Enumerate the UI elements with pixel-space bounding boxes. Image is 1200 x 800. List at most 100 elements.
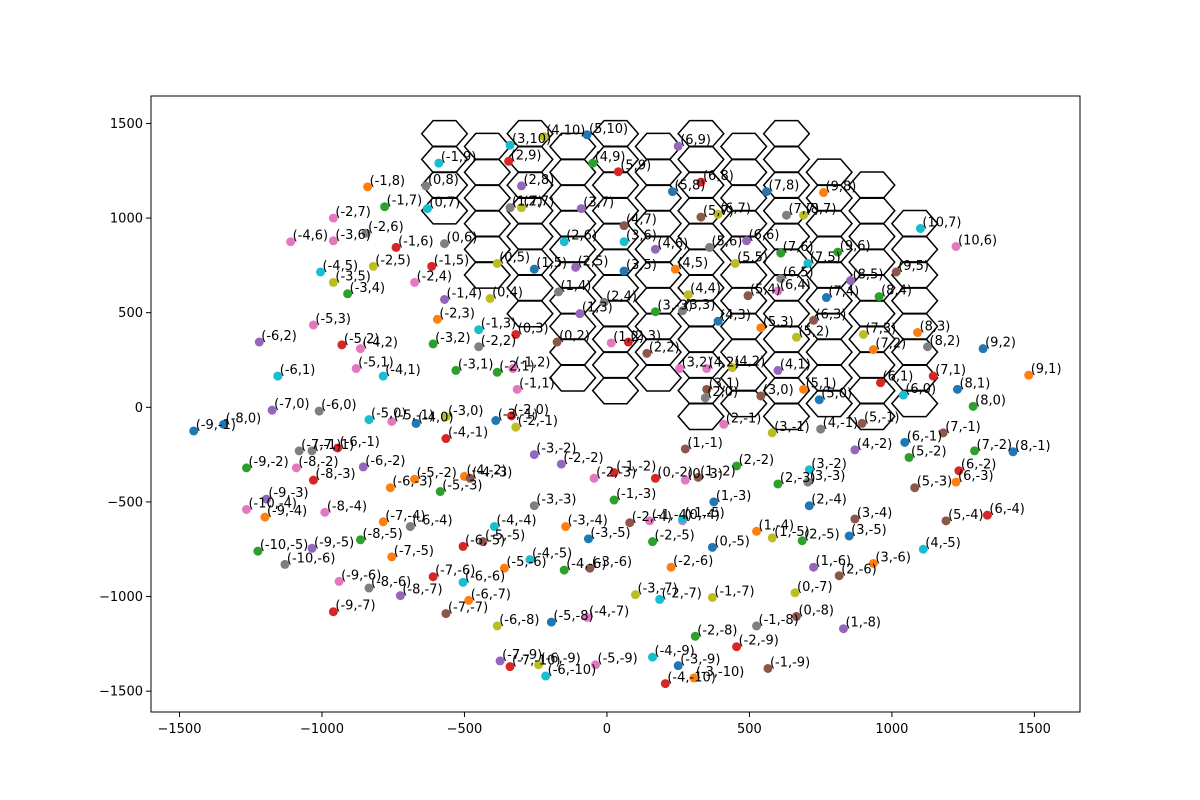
- point-label: (7,2): [875, 337, 906, 352]
- point-label: (2,7): [523, 195, 554, 210]
- data-point: [556, 459, 566, 469]
- data-point: [918, 544, 928, 554]
- data-point: [254, 337, 264, 347]
- point-label: (-4,5): [323, 259, 359, 274]
- data-point: [773, 479, 783, 489]
- point-label: (-2,-3): [596, 465, 636, 480]
- point-label: (-4,-9): [655, 644, 695, 659]
- data-point: [499, 563, 509, 573]
- point-label: (-7,-9): [502, 648, 542, 663]
- point-label: (-5,-9): [598, 652, 638, 667]
- data-point: [613, 167, 623, 177]
- data-point: [709, 497, 719, 507]
- point-label: (6,4): [780, 278, 811, 293]
- point-label: (4,-1): [823, 416, 859, 431]
- data-point: [554, 287, 564, 297]
- data-point: [534, 660, 544, 670]
- y-tick-label: 1500: [110, 117, 143, 132]
- data-point: [505, 203, 515, 213]
- point-label: (0,3): [518, 321, 549, 336]
- data-point: [968, 401, 978, 411]
- data-point: [241, 463, 251, 473]
- point-label: (-2,4): [417, 269, 453, 284]
- data-point: [677, 514, 687, 524]
- data-point: [648, 537, 658, 547]
- data-point: [465, 473, 475, 483]
- hex-cell: [591, 119, 640, 148]
- hex-cell: [463, 132, 512, 161]
- point-label: (3,-2): [811, 457, 847, 472]
- point-label: (-2,-7): [662, 586, 702, 601]
- data-point: [630, 590, 640, 600]
- data-point: [286, 237, 296, 247]
- point-label: (-1,8): [370, 174, 406, 189]
- point-label: (9,2): [985, 336, 1016, 351]
- point-label: (2,-2): [739, 453, 775, 468]
- point-label: (2,3): [630, 329, 661, 344]
- hex-cell: [463, 184, 512, 212]
- point-label: (-2,-4): [632, 510, 672, 525]
- data-point: [552, 337, 562, 347]
- data-point: [898, 390, 908, 400]
- point-label: (0,7): [429, 196, 460, 211]
- point-label: (-7,0): [274, 397, 310, 412]
- point-label: (-1,7): [387, 194, 423, 209]
- data-point: [529, 264, 539, 274]
- data-point: [434, 158, 444, 168]
- data-point: [846, 276, 856, 286]
- point-label: (3,3): [684, 298, 715, 313]
- data-point: [294, 446, 304, 456]
- data-point: [512, 384, 522, 394]
- point-label: (3,-3): [657, 299, 693, 314]
- point-label: (2,5): [578, 254, 609, 269]
- data-point: [645, 516, 655, 526]
- point-label: (0,-7): [797, 580, 833, 595]
- point-label: (-2,-2): [563, 451, 603, 466]
- data-point: [539, 132, 549, 142]
- data-point: [730, 258, 740, 268]
- point-label: (-8,-2): [298, 455, 338, 470]
- data-point: [516, 203, 526, 213]
- point-label: (6,8): [703, 169, 734, 184]
- data-point: [421, 181, 431, 191]
- data-point: [696, 212, 706, 222]
- data-point: [707, 542, 717, 552]
- point-label: (7,-2): [977, 438, 1013, 453]
- data-point: [504, 156, 514, 166]
- point-label: (2,0): [707, 385, 738, 400]
- point-label: (-9,-1): [196, 418, 236, 433]
- point-label: (1,4): [561, 279, 592, 294]
- point-label: (-6,0): [321, 398, 357, 413]
- data-point: [378, 371, 388, 381]
- point-label: (4,9): [595, 150, 626, 165]
- data-point: [650, 244, 660, 254]
- hex-cell: [805, 338, 854, 366]
- data-point: [559, 565, 569, 575]
- data-point: [478, 537, 488, 547]
- data-point: [1024, 370, 1034, 380]
- point-label: (6,-4): [989, 502, 1025, 517]
- y-tick-label: 1000: [110, 212, 143, 227]
- point-label: (-2,5): [375, 253, 411, 268]
- data-point: [516, 181, 526, 191]
- point-label: (-10,-6): [287, 551, 335, 566]
- point-label: (-9,-2): [248, 455, 288, 470]
- point-label: (3,0): [763, 383, 794, 398]
- data-point: [799, 210, 809, 220]
- data-point: [307, 446, 317, 456]
- point-label: (2,-1): [726, 411, 762, 426]
- data-point: [411, 418, 421, 428]
- point-label: (5,8): [674, 179, 705, 194]
- data-point: [511, 422, 521, 432]
- data-point: [591, 660, 601, 670]
- point-label: (-5,-5): [485, 529, 525, 544]
- point-label: (6,3): [816, 307, 847, 322]
- point-label: (1,-4): [759, 518, 795, 533]
- data-point: [364, 583, 374, 593]
- data-point: [915, 223, 925, 233]
- hex-cell: [591, 171, 640, 199]
- data-point: [781, 210, 791, 220]
- data-point: [395, 591, 405, 601]
- point-label: (-6,-7): [471, 587, 511, 602]
- point-label: (-2,-9): [739, 634, 779, 649]
